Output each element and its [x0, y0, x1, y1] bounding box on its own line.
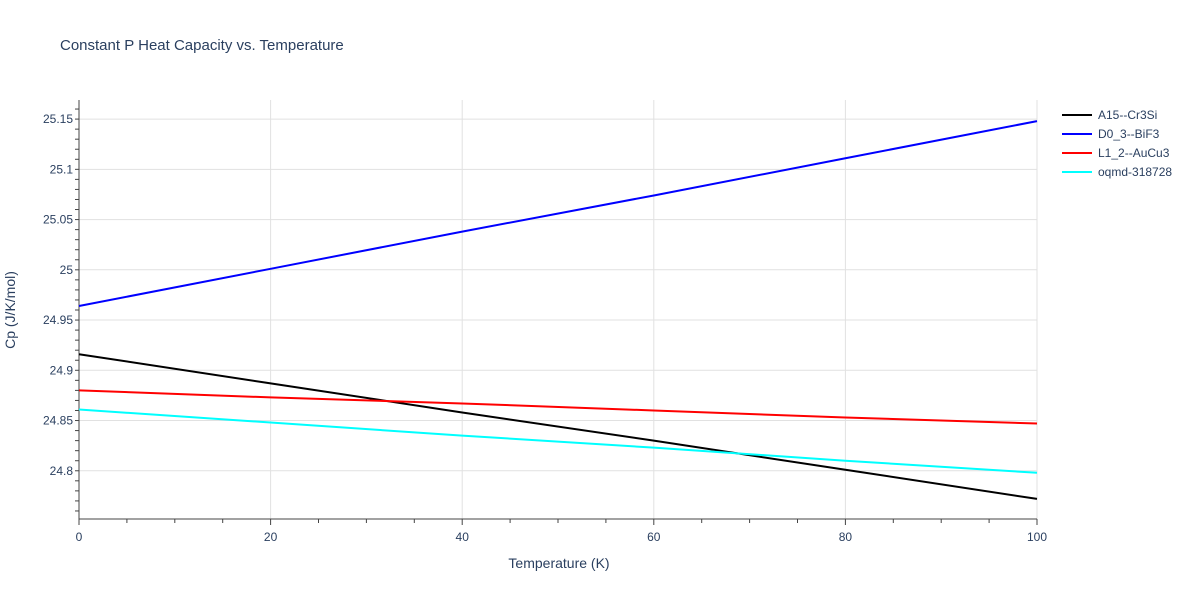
x-tick-label: 40: [456, 530, 470, 544]
y-tick-label: 25.1: [50, 162, 74, 176]
y-tick-label: 25: [60, 263, 74, 277]
legend[interactable]: A15--Cr3Si D0_3--BiF3 L1_2--AuCu3 oqmd-3187…: [1062, 108, 1172, 179]
y-tick-label: 24.9: [50, 363, 74, 377]
series-line-0: [78, 353, 1038, 500]
x-axis-label: Temperature (K): [508, 555, 609, 571]
series-lines: [78, 120, 1038, 500]
series-line-2: [78, 389, 1038, 425]
legend-label: oqmd-318728: [1098, 165, 1172, 179]
grid: [79, 100, 1038, 519]
series-line-1: [78, 120, 1038, 307]
x-tick-label: 20: [264, 530, 278, 544]
x-tick-label: 100: [1027, 530, 1047, 544]
legend-item[interactable]: oqmd-318728: [1062, 165, 1172, 179]
y-tick-label: 24.8: [50, 464, 74, 478]
legend-item[interactable]: D0_3--BiF3: [1062, 127, 1160, 141]
y-tick-label: 24.95: [43, 313, 73, 327]
y-axis-label: Cp (J/K/mol): [2, 271, 18, 349]
legend-label: A15--Cr3Si: [1098, 108, 1157, 122]
legend-item[interactable]: L1_2--AuCu3: [1062, 146, 1170, 160]
legend-label: D0_3--BiF3: [1098, 127, 1160, 141]
y-tick-label: 25.05: [43, 213, 73, 227]
y-tick-label: 24.85: [43, 414, 73, 428]
y-tick-label: 25.15: [43, 112, 73, 126]
series-line-3: [78, 408, 1038, 474]
x-tick-label: 60: [647, 530, 661, 544]
axes: 0 20 40 60 80 100 24.8 24.85 24.9 24.95 25 25.05 25.…: [43, 100, 1047, 544]
chart-title: Constant P Heat Capacity vs. Temperature: [60, 37, 344, 54]
x-tick-label: 0: [76, 530, 83, 544]
legend-label: L1_2--AuCu3: [1098, 146, 1170, 160]
legend-item[interactable]: A15--Cr3Si: [1062, 108, 1157, 122]
x-tick-label: 80: [839, 530, 853, 544]
